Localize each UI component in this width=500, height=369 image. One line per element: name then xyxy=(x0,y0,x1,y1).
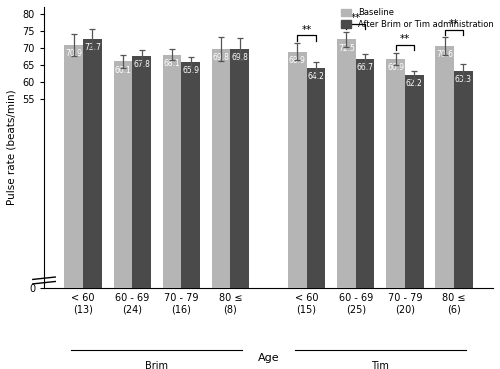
Bar xyxy=(436,46,454,288)
Text: 69.8: 69.8 xyxy=(232,53,248,62)
Bar xyxy=(288,52,306,288)
Bar xyxy=(454,71,472,288)
Text: Tim: Tim xyxy=(372,361,389,369)
Text: 72.5: 72.5 xyxy=(338,44,355,53)
Bar xyxy=(306,68,326,288)
Y-axis label: Pulse rate (beats/min): Pulse rate (beats/min) xyxy=(7,90,17,205)
Text: **: ** xyxy=(400,34,410,44)
Text: **: ** xyxy=(302,25,312,35)
Text: Brim: Brim xyxy=(146,361,169,369)
Text: 68.9: 68.9 xyxy=(289,56,306,65)
Bar xyxy=(356,59,374,288)
Text: **: ** xyxy=(449,19,459,29)
Bar xyxy=(162,55,182,288)
Bar xyxy=(337,39,355,288)
Text: 69.8: 69.8 xyxy=(212,53,230,62)
Text: 64.2: 64.2 xyxy=(308,72,324,81)
Text: 66.1: 66.1 xyxy=(114,66,132,75)
Text: 66.9: 66.9 xyxy=(387,63,404,72)
Bar xyxy=(83,39,102,288)
Text: 70.6: 70.6 xyxy=(436,50,453,59)
Text: 72.7: 72.7 xyxy=(84,43,101,52)
Bar xyxy=(114,61,132,288)
Bar xyxy=(405,75,423,288)
Bar xyxy=(64,45,83,288)
Bar xyxy=(386,59,405,288)
Text: 70.9: 70.9 xyxy=(66,49,82,58)
Text: 68.1: 68.1 xyxy=(164,59,180,68)
Bar xyxy=(230,49,249,288)
Bar xyxy=(182,62,200,288)
X-axis label: Age: Age xyxy=(258,353,280,363)
Text: 67.8: 67.8 xyxy=(133,60,150,69)
Text: 62.2: 62.2 xyxy=(406,79,422,88)
Bar xyxy=(132,56,151,288)
Bar xyxy=(212,49,231,288)
Text: 63.3: 63.3 xyxy=(455,75,472,84)
Legend: Baseline, After Brim or Tim administration: Baseline, After Brim or Tim administrati… xyxy=(341,8,494,29)
Text: 66.7: 66.7 xyxy=(356,63,374,72)
Text: **: ** xyxy=(350,13,361,23)
Text: 65.9: 65.9 xyxy=(182,66,199,75)
